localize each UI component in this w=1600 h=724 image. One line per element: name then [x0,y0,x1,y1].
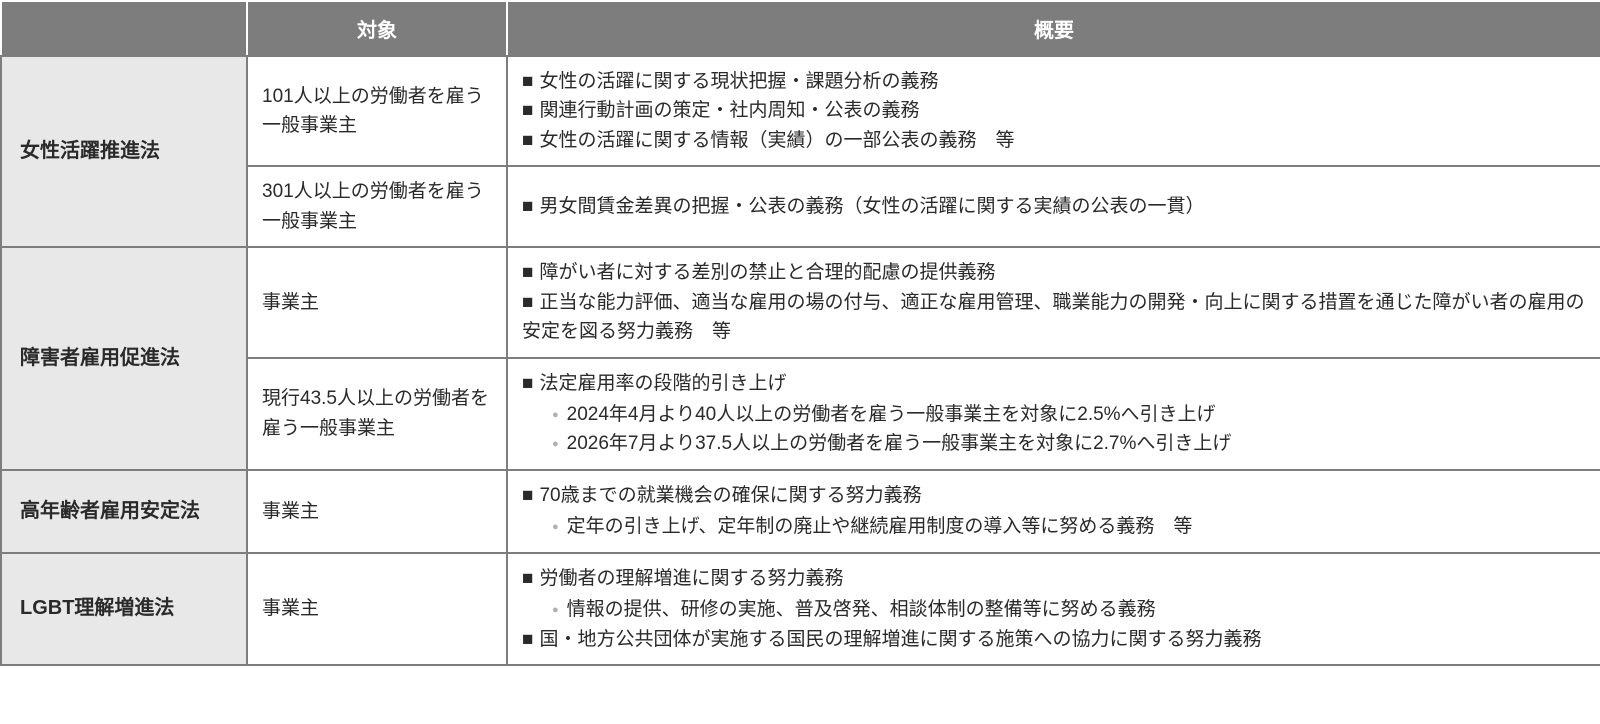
summary-subitems: 定年の引き上げ、定年制の廃止や継続雇用制度の導入等に努める義務 等 [552,512,1586,541]
summary-cell: ■70歳までの就業機会の確保に関する努力義務定年の引き上げ、定年制の廃止や継続雇… [507,470,1600,553]
square-bullet-icon: ■ [522,481,533,510]
summary-subitem: 情報の提供、研修の実施、普及啓発、相談体制の整備等に努める義務 [552,595,1586,624]
table-row: 高年齢者雇用安定法事業主■70歳までの就業機会の確保に関する努力義務定年の引き上… [1,470,1600,553]
summary-item: ■労働者の理解増進に関する努力義務 [522,564,1586,593]
square-bullet-icon: ■ [522,126,533,155]
summary-item: ■障がい者に対する差別の禁止と合理的配慮の提供義務 [522,258,1586,287]
summary-item: ■国・地方公共団体が実施する国民の理解増進に関する施策への協力に関する努力義務 [522,625,1586,654]
summary-cell: ■労働者の理解増進に関する努力義務情報の提供、研修の実施、普及啓発、相談体制の整… [507,553,1600,665]
square-bullet-icon: ■ [522,625,533,654]
summary-subitems: 情報の提供、研修の実施、普及啓発、相談体制の整備等に努める義務 [552,595,1586,624]
header-summary: 概要 [507,1,1600,56]
square-bullet-icon: ■ [522,564,533,593]
summary-item: ■男女間賃金差異の把握・公表の義務（女性の活躍に関する実績の公表の一貫） [522,192,1586,221]
summary-cell: ■法定雇用率の段階的引き上げ2024年4月より40人以上の労働者を雇う一般事業主… [507,358,1600,470]
target-cell: 現行43.5人以上の労働者を雇う一般事業主 [247,358,507,470]
target-cell: 301人以上の労働者を雇う一般事業主 [247,166,507,247]
summary-item: ■70歳までの就業機会の確保に関する努力義務 [522,481,1586,510]
target-cell: 事業主 [247,470,507,553]
summary-subitems: 2024年4月より40人以上の労働者を雇う一般事業主を対象に2.5%へ引き上げ2… [552,400,1586,459]
law-name-cell: LGBT理解増進法 [1,553,247,665]
square-bullet-icon: ■ [522,67,533,96]
header-target: 対象 [247,1,507,56]
summary-item: ■関連行動計画の策定・社内周知・公表の義務 [522,96,1586,125]
square-bullet-icon: ■ [522,192,533,221]
laws-table: 対象 概要 女性活躍推進法101人以上の労働者を雇う一般事業主■女性の活躍に関す… [0,0,1600,666]
summary-subitem: 定年の引き上げ、定年制の廃止や継続雇用制度の導入等に努める義務 等 [552,512,1586,541]
summary-cell: ■女性の活躍に関する現状把握・課題分析の義務■関連行動計画の策定・社内周知・公表… [507,56,1600,166]
law-name-cell: 障害者雇用促進法 [1,247,247,470]
summary-cell: ■男女間賃金差異の把握・公表の義務（女性の活躍に関する実績の公表の一貫） [507,166,1600,247]
law-name-cell: 高年齢者雇用安定法 [1,470,247,553]
square-bullet-icon: ■ [522,288,533,317]
target-cell: 101人以上の労働者を雇う一般事業主 [247,56,507,166]
target-cell: 事業主 [247,247,507,357]
summary-item: ■女性の活躍に関する情報（実績）の一部公表の義務 等 [522,126,1586,155]
header-row: 対象 概要 [1,1,1600,56]
summary-item: ■法定雇用率の段階的引き上げ [522,369,1586,398]
summary-item: ■正当な能力評価、適当な雇用の場の付与、適正な雇用管理、職業能力の開発・向上に関… [522,288,1586,347]
summary-subitem: 2024年4月より40人以上の労働者を雇う一般事業主を対象に2.5%へ引き上げ [552,400,1586,429]
table-row: 女性活躍推進法101人以上の労働者を雇う一般事業主■女性の活躍に関する現状把握・… [1,56,1600,166]
header-blank [1,1,247,56]
summary-item: ■女性の活躍に関する現状把握・課題分析の義務 [522,67,1586,96]
square-bullet-icon: ■ [522,369,533,398]
target-cell: 事業主 [247,553,507,665]
square-bullet-icon: ■ [522,96,533,125]
square-bullet-icon: ■ [522,258,533,287]
summary-subitem: 2026年7月より37.5人以上の労働者を雇う一般事業主を対象に2.7%へ引き上… [552,429,1586,458]
law-name-cell: 女性活躍推進法 [1,56,247,247]
table-row: LGBT理解増進法事業主■労働者の理解増進に関する努力義務情報の提供、研修の実施… [1,553,1600,665]
table-row: 障害者雇用促進法事業主■障がい者に対する差別の禁止と合理的配慮の提供義務■正当な… [1,247,1600,357]
summary-cell: ■障がい者に対する差別の禁止と合理的配慮の提供義務■正当な能力評価、適当な雇用の… [507,247,1600,357]
